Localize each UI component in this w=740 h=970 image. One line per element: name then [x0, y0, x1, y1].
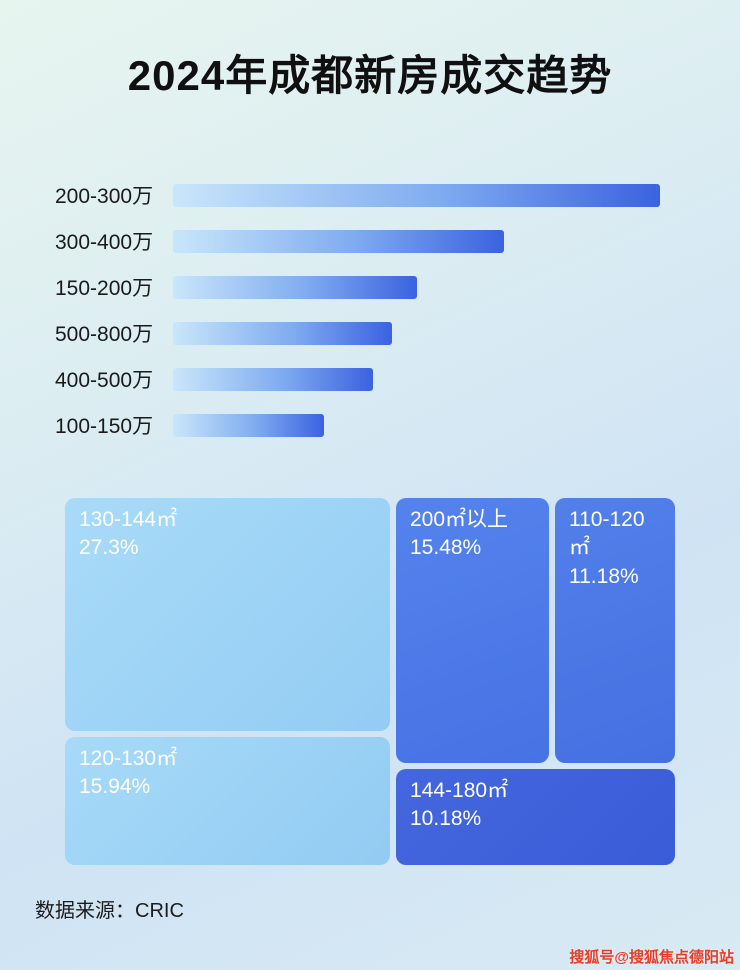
treemap-block-110-120: 110-120㎡ 11.18%: [555, 498, 675, 763]
treemap-block-percent: 15.48%: [410, 536, 482, 560]
bar-row: 200-300万: [0, 172, 740, 218]
bar-chart: 200-300万 300-400万 150-200万 500-800万 400-…: [0, 172, 740, 448]
bar-row: 500-800万: [0, 310, 740, 356]
treemap-block-label: 144-180㎡: [410, 779, 509, 802]
bar: [173, 183, 660, 207]
treemap-block-144-180: 144-180㎡ 10.18%: [396, 769, 675, 865]
bar: [173, 275, 417, 299]
treemap-block-200-plus: 200㎡以上 15.48%: [396, 498, 549, 763]
bar-label: 300-400万: [55, 231, 154, 254]
treemap-block-label: 200㎡以上: [410, 508, 509, 531]
bar-track: [173, 229, 660, 253]
treemap-block-percent: 11.18%: [569, 564, 639, 588]
bar-label: 400-500万: [55, 369, 154, 392]
bar-track: [173, 413, 660, 437]
bar-track: [173, 183, 660, 207]
bar: [173, 321, 393, 345]
treemap-block-120-130: 120-130㎡ 15.94%: [65, 737, 390, 865]
bar-track: [173, 275, 660, 299]
treemap-block-percent: 15.94%: [79, 775, 151, 799]
treemap-block-label: 130-144㎡: [79, 508, 178, 531]
bar-label: 500-800万: [55, 323, 154, 346]
bar-label: 150-200万: [55, 277, 154, 300]
bar-label: 200-300万: [55, 185, 154, 208]
bar-row: 300-400万: [0, 218, 740, 264]
treemap-chart: 130-144㎡ 27.3% 120-130㎡ 15.94% 200㎡以上 15…: [65, 498, 675, 865]
bar-row: 150-200万: [0, 264, 740, 310]
bar-label: 100-150万: [55, 415, 154, 438]
treemap-block-percent: 10.18%: [410, 807, 482, 831]
treemap-block-130-144: 130-144㎡ 27.3%: [65, 498, 390, 731]
bar: [173, 229, 505, 253]
bar-row: 100-150万: [0, 402, 740, 448]
bar: [173, 413, 324, 437]
treemap-block-percent: 27.3%: [79, 536, 139, 560]
bar-row: 400-500万: [0, 356, 740, 402]
data-source: 数据来源：CRIC: [35, 900, 184, 922]
treemap-block-label: 110-120㎡: [569, 508, 645, 560]
watermark: 搜狐号@搜狐焦点德阳站: [569, 949, 734, 966]
bar-track: [173, 367, 660, 391]
treemap-block-label: 120-130㎡: [79, 747, 178, 770]
bar-track: [173, 321, 660, 345]
page-title: 2024年成都新房成交趋势: [127, 52, 613, 99]
bar: [173, 367, 373, 391]
